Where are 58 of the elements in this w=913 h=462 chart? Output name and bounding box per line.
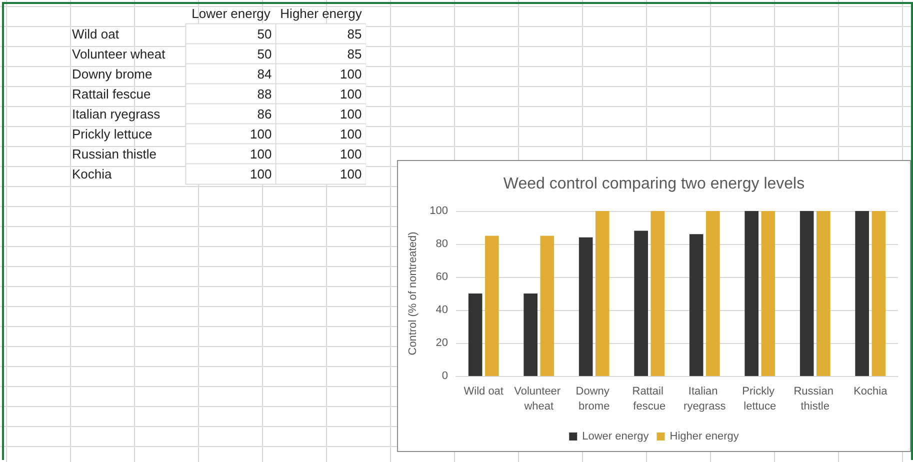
x-tick-label: Russian thistle xyxy=(794,386,837,412)
x-tick-label: Kochia xyxy=(854,386,888,398)
data-label: 100 xyxy=(340,126,362,142)
data-label: 50 xyxy=(257,26,272,42)
bar xyxy=(872,211,886,376)
data-label: 100 xyxy=(340,166,362,182)
legend-label: Lower energy xyxy=(582,430,650,442)
bar xyxy=(596,211,610,376)
bar xyxy=(578,237,593,376)
data-label: 85 xyxy=(347,46,362,62)
y-tick-label: Kochia xyxy=(72,166,113,182)
y-tick-label: Downy brome xyxy=(72,66,152,82)
y-tick-label: Rattail fescue xyxy=(72,86,151,102)
x-tick-label: Volunteer wheat xyxy=(514,386,564,412)
x-tick-label: Prickly lettuce xyxy=(742,386,778,412)
data-label: 100 xyxy=(340,66,362,82)
bar xyxy=(650,211,665,376)
y-tick-label: 20 xyxy=(436,337,448,349)
data-label: 84 xyxy=(257,66,272,82)
bar xyxy=(468,294,482,376)
legend-label: Higher energy xyxy=(670,430,740,442)
data-label: 100 xyxy=(250,166,272,182)
data-label: 85 xyxy=(347,26,362,42)
data-label: 100 xyxy=(340,86,362,102)
bar xyxy=(689,234,704,376)
bar xyxy=(540,236,554,376)
data-label: 100 xyxy=(340,106,362,122)
bar xyxy=(485,236,499,376)
chart-title: Weed control comparing two energy levels xyxy=(503,176,805,192)
data-label: 86 xyxy=(257,106,272,122)
y-axis-title: Control (% of nontreated) xyxy=(407,232,420,356)
data-label: 100 xyxy=(250,146,272,162)
bar xyxy=(706,211,720,376)
x-tick-label: Italian ryegrass xyxy=(684,386,726,412)
y-tick-label: 40 xyxy=(436,304,448,316)
bar xyxy=(816,211,830,376)
y-tick-label: Prickly lettuce xyxy=(72,126,152,142)
bar xyxy=(524,294,538,376)
y-tick-label: Volunteer wheat xyxy=(72,46,166,62)
x-tick-label: Rattail fescue xyxy=(632,386,666,412)
bar xyxy=(744,211,758,376)
y-tick-label: 60 xyxy=(436,271,448,283)
y-tick-label: Wild oat xyxy=(72,26,120,42)
bar xyxy=(800,211,814,376)
y-tick-label: 0 xyxy=(442,370,448,382)
x-tick-label: Downy brome xyxy=(576,386,612,412)
y-tick-label: 80 xyxy=(436,238,448,250)
bar xyxy=(855,211,869,376)
x-tick-label: Wild oat xyxy=(464,386,504,398)
y-tick-label: 100 xyxy=(430,205,448,217)
data-label: 100 xyxy=(250,126,272,142)
bar xyxy=(634,230,648,376)
data-label: 88 xyxy=(257,86,272,102)
y-tick-label: Russian thistle xyxy=(72,146,157,162)
data-label: 100 xyxy=(340,146,362,162)
data-label: 50 xyxy=(257,46,272,62)
bar xyxy=(761,211,776,376)
y-tick-label: Italian ryegrass xyxy=(72,106,161,122)
